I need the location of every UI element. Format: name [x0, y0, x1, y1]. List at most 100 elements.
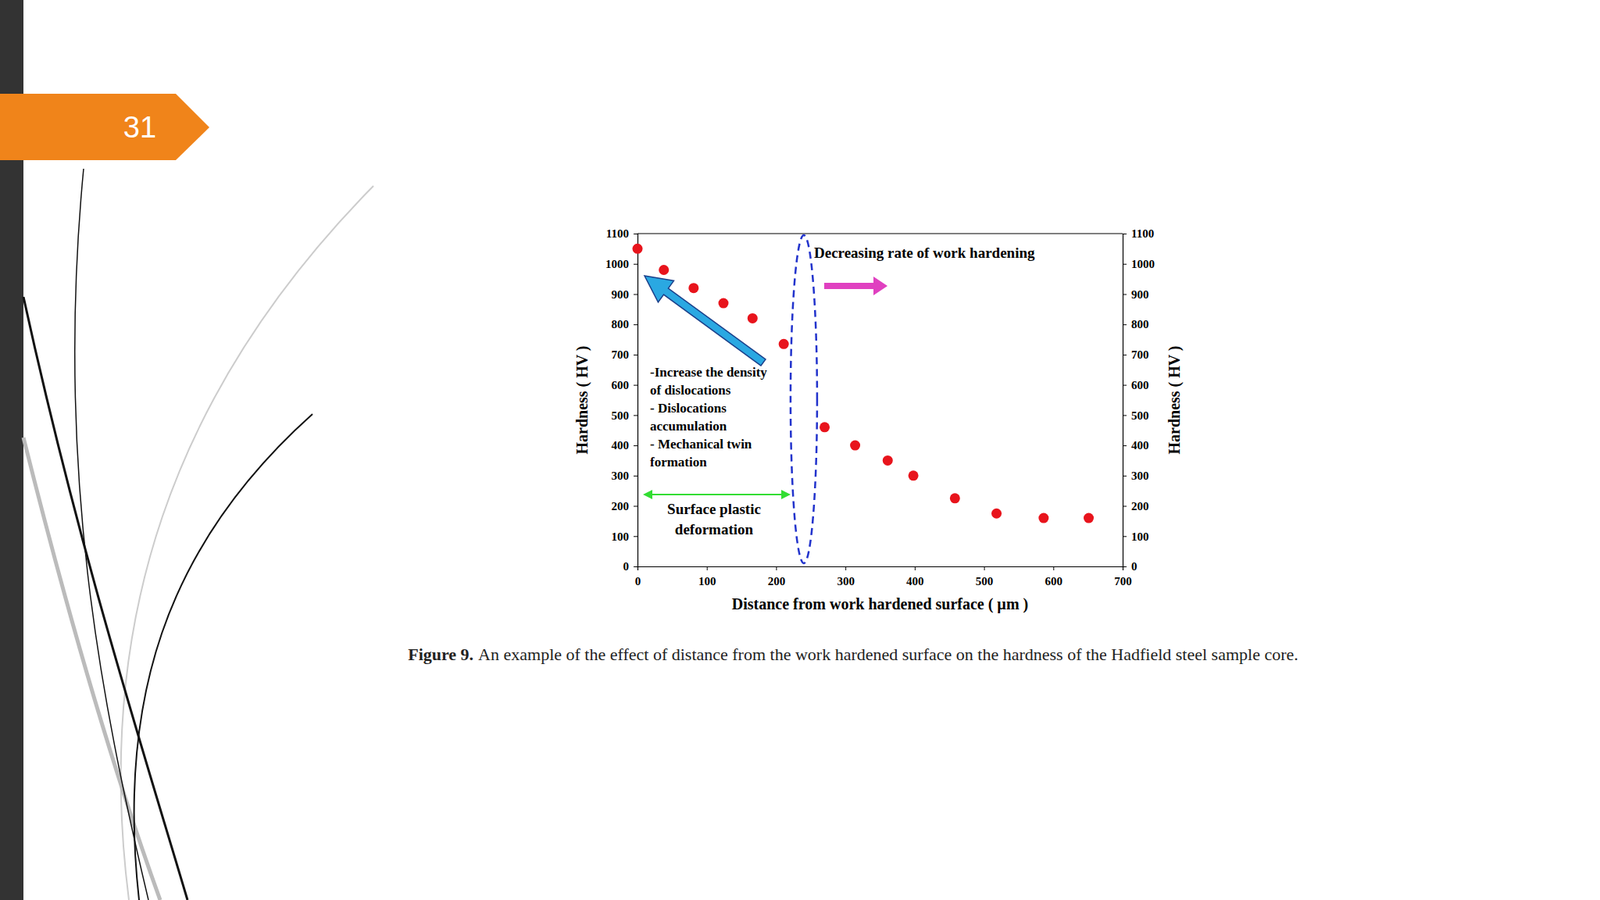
- green-arrow-head: [781, 489, 791, 500]
- tick: 0: [623, 560, 639, 573]
- tick-mark: [845, 566, 847, 571]
- plot-frame: [637, 232, 1123, 234]
- tick-mark: [633, 233, 638, 235]
- tick: 700: [1114, 566, 1133, 588]
- y2-axis: 010020030040050060070080090010001100: [1122, 227, 1155, 573]
- decor-curve: [23, 296, 188, 900]
- data-point: [991, 508, 1002, 519]
- tick: 200: [611, 500, 639, 513]
- annotation-line: - Dislocations: [650, 400, 727, 416]
- annotation-line: Surface plastic: [667, 500, 761, 518]
- tick: 100: [698, 566, 717, 588]
- axis-line: [1123, 234, 1128, 568]
- slide: 3101002003004005006007000100200300400500…: [0, 0, 1600, 900]
- annotation-line: -Increase the density: [650, 364, 768, 380]
- tick: 0: [635, 566, 642, 588]
- tick-label: 0: [623, 560, 630, 573]
- annotation-shapes: [636, 235, 888, 564]
- tick-mark: [914, 566, 916, 571]
- axis-line: [633, 234, 639, 568]
- x-axis: 0 100 200 300 400 500 600 700: [635, 566, 1133, 588]
- tick: 500: [975, 566, 994, 588]
- tick-label: 600: [611, 378, 630, 392]
- data-point: [908, 470, 919, 481]
- tick-mark: [633, 324, 638, 325]
- tick: 400: [906, 566, 925, 588]
- tick-label: 900: [1131, 288, 1150, 301]
- tick: 500: [611, 409, 639, 422]
- tick-label: 800: [611, 317, 630, 331]
- tick: 1100: [606, 227, 638, 240]
- data-point: [1083, 513, 1094, 524]
- data-point: [778, 339, 790, 350]
- data-point: [950, 492, 961, 504]
- y2-axis-title: Hardness ( HV ): [1165, 345, 1184, 454]
- magenta-arrow: [824, 276, 888, 296]
- tick-label: 700: [1131, 348, 1150, 361]
- tick-label: 400: [1131, 439, 1150, 452]
- tick: 500: [1122, 409, 1150, 422]
- tick-mark: [1122, 324, 1127, 325]
- dashed-ellipse: [790, 235, 818, 564]
- tick: 800: [1122, 317, 1150, 331]
- tick-mark: [1122, 233, 1127, 235]
- annotation-line: Decreasing rate of work hardening: [814, 244, 1036, 261]
- tick: 1000: [605, 257, 638, 271]
- data-point: [1038, 513, 1049, 524]
- tick-mark: [984, 566, 986, 571]
- tick-label: 300: [611, 469, 630, 483]
- annotation-line: deformation: [675, 521, 754, 538]
- tick-label: 300: [836, 575, 855, 588]
- annotation-line: of dislocations: [650, 382, 732, 398]
- tick: 400: [1122, 439, 1150, 452]
- tick-mark: [1053, 566, 1054, 571]
- tick-label: 100: [698, 575, 717, 588]
- annotation: Decreasing rate of work hardening: [814, 244, 1036, 261]
- x-axis-title: Distance from work hardened surface ( µm…: [732, 595, 1029, 614]
- green-arrow-head: [642, 489, 653, 500]
- tick-label: 600: [1131, 378, 1150, 392]
- tick-label: 500: [975, 575, 994, 588]
- tick-mark: [1122, 414, 1127, 416]
- decor-curve: [133, 414, 313, 900]
- tick: 200: [767, 566, 786, 588]
- decor-curve: [23, 437, 161, 900]
- tick-label: 700: [1114, 575, 1133, 588]
- tick-mark: [633, 475, 638, 477]
- tick: 100: [1122, 530, 1150, 543]
- data-point: [688, 282, 699, 293]
- tick: 700: [611, 348, 639, 361]
- axis-line: [638, 567, 1124, 572]
- tick-mark: [633, 385, 638, 386]
- green-arrow-line: [650, 493, 784, 496]
- data-point: [850, 440, 861, 451]
- tick-mark: [633, 264, 638, 265]
- tick: 1000: [1122, 257, 1155, 271]
- tick-label: 400: [611, 439, 630, 452]
- annotation: -Increase the density of dislocations - Di…: [650, 364, 768, 470]
- tick-label: 200: [767, 575, 786, 588]
- tick: 300: [611, 469, 639, 483]
- tick-label: 700: [611, 348, 630, 361]
- tick: 400: [611, 439, 639, 452]
- tick: 100: [611, 530, 639, 543]
- annotation-line: - Mechanical twin: [650, 436, 753, 452]
- data-point: [632, 243, 643, 254]
- tick-label: 1100: [606, 227, 629, 240]
- caption-text: An example of the effect of distance fro…: [478, 644, 1299, 665]
- tick-label: 400: [906, 575, 925, 588]
- data-point: [658, 264, 669, 275]
- tick: 600: [1045, 566, 1064, 588]
- tick-label: 1000: [1131, 257, 1155, 271]
- tick: 0: [1122, 560, 1138, 573]
- data-point: [718, 298, 729, 309]
- tick: 600: [611, 378, 639, 392]
- tick-mark: [1122, 535, 1127, 537]
- data-point: [747, 313, 758, 324]
- data-points: [632, 243, 1095, 524]
- tick-label: 200: [1131, 500, 1150, 513]
- tick-label: 600: [1045, 575, 1064, 588]
- data-point: [882, 455, 893, 466]
- tick: 600: [1122, 378, 1150, 392]
- tick: 200: [1122, 500, 1150, 513]
